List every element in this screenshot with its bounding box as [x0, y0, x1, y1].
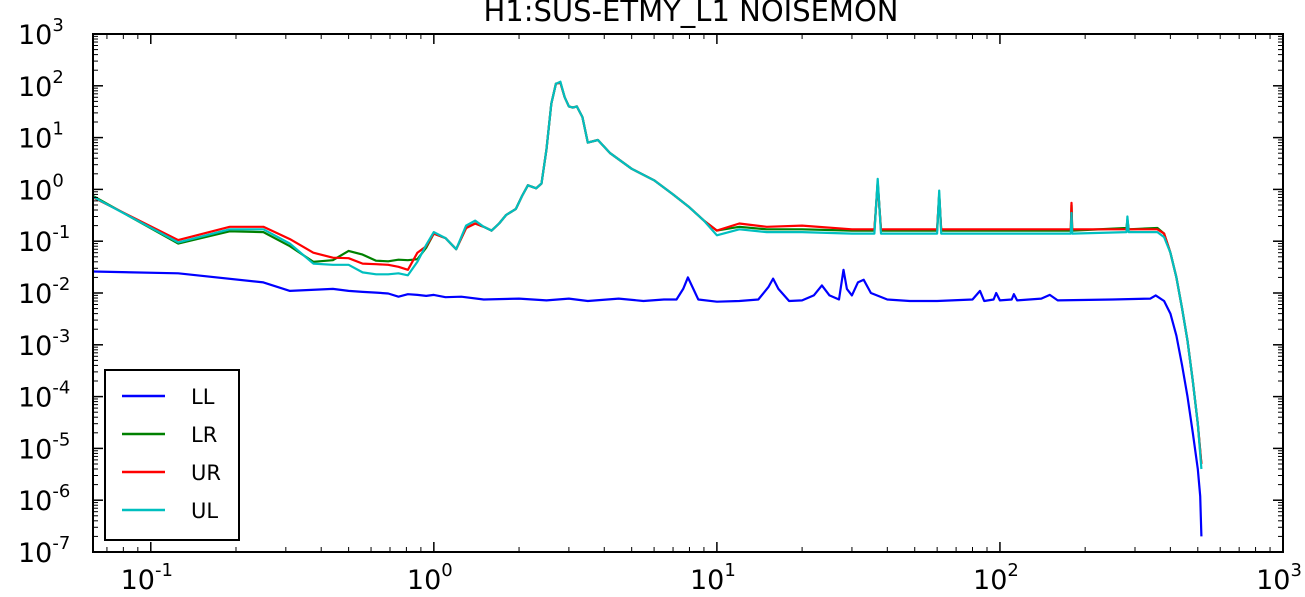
ticks-layer: 10-1 100 101 102 103 103 102 101 100 10-1 10-2 10-3… — [18, 15, 1302, 596]
series-line-lr — [92, 81, 1203, 465]
legend-label-ul: UL — [191, 499, 218, 523]
series-line-ur — [92, 81, 1203, 465]
x-tick-label: 101 — [690, 560, 736, 596]
series-line-ul — [92, 80, 1203, 470]
chart-title: H1:SUS-ETMY_L1 NOISEMON — [484, 0, 899, 28]
y-tick-label: 10-2 — [18, 274, 70, 310]
y-tick-label: 103 — [18, 15, 64, 51]
y-tick-label: 10-1 — [18, 222, 70, 258]
y-tick-label: 10-4 — [18, 378, 70, 414]
series-line-ll — [92, 268, 1203, 537]
y-tick-label: 10-6 — [18, 481, 70, 517]
y-tick-label: 100 — [18, 170, 64, 206]
y-tick-label: 101 — [18, 119, 64, 155]
y-tick-label: 10-3 — [18, 326, 70, 362]
y-tick-label: 10-5 — [18, 429, 70, 465]
x-tick-label: 10-1 — [121, 560, 173, 596]
plot-frame — [92, 33, 1284, 553]
legend-label-ur: UR — [191, 461, 221, 485]
y-tick-label: 10-7 — [18, 533, 70, 569]
legend-box — [104, 369, 240, 541]
y-tick-label: 102 — [18, 67, 64, 103]
legend-label-lr: LR — [191, 423, 217, 447]
series-layer — [92, 80, 1203, 537]
legend: LL LR UR UL — [104, 369, 240, 541]
x-tick-label: 102 — [973, 560, 1019, 596]
x-tick-label: 103 — [1256, 560, 1302, 596]
x-tick-label: 100 — [407, 560, 453, 596]
legend-label-ll: LL — [191, 385, 215, 409]
